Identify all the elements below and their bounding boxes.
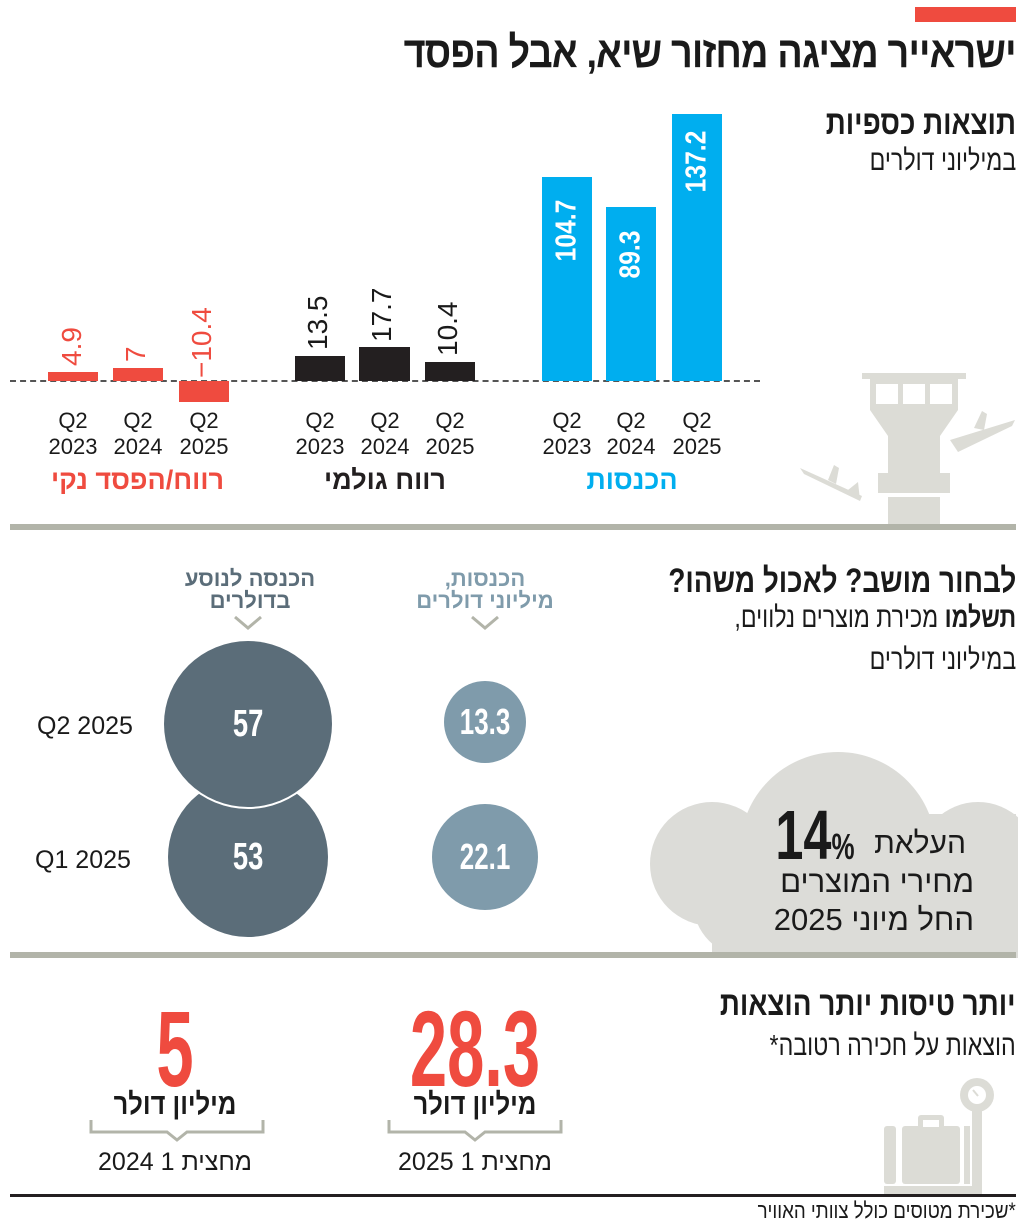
callout-percent: 14% <box>775 796 855 874</box>
x-tick: Q2 2023 <box>542 408 592 459</box>
row-label-q2-2025: Q2 2025 <box>37 712 133 740</box>
expense-value-2025: 28.3 <box>409 988 541 1109</box>
bar-revenue-q2-2025 <box>672 114 722 381</box>
callout-line3: החל מיוני 2025 <box>773 902 974 937</box>
expense-period-2024: מחצית 1 2024 <box>98 1148 252 1176</box>
ancillary-subtitle-line3: במיליוני דולרים <box>869 644 1016 676</box>
col-header-revenue: הכנסות, מיליוני דולרים <box>416 566 554 613</box>
value-label: 89.3 <box>614 230 647 279</box>
bar-net-q2-2024 <box>113 368 163 381</box>
page-title: ישראייר מציגה מחזור שיא, אבל הפסד <box>403 28 1017 77</box>
ancillary-title: לבחור מושב? לאכול משהו? <box>668 562 1016 600</box>
bubble-revenue-q2-2025: 13.3 <box>444 681 526 763</box>
x-tick: Q2 2025 <box>672 408 722 459</box>
x-tick: Q2 2023 <box>48 408 98 459</box>
value-label: 4.9 <box>56 327 87 366</box>
value-label: 137.2 <box>680 130 713 193</box>
financials-title: תוצאות כספיות <box>825 104 1016 142</box>
bar-net-q2-2025 <box>179 381 229 402</box>
control-tower-icon <box>800 373 1015 526</box>
section-divider <box>10 952 1016 958</box>
expenses-subtitle: הוצאות על חכירה רטובה* <box>769 1030 1016 1062</box>
value-label: 10.4 <box>432 301 463 357</box>
expenses-title: יותר טיסות יותר הוצאות <box>720 985 1016 1023</box>
group-label-gross-profit: רווח גולמי <box>324 465 446 495</box>
x-tick: Q2 2025 <box>179 408 229 459</box>
x-tick: Q2 2024 <box>360 408 410 459</box>
value-label: −10.4 <box>186 307 217 378</box>
footer-rule <box>10 1194 1016 1197</box>
chevron-down-icon <box>471 615 499 630</box>
bar-gross-q2-2025 <box>425 362 475 381</box>
callout-line1: העלאת <box>874 827 966 860</box>
bubble-per-passenger-q2-2025: 57 <box>164 641 332 807</box>
callout-headline: העלאת 14% <box>760 795 966 875</box>
cloud-shape <box>650 752 1018 958</box>
luggage-scale-icon <box>884 1078 994 1194</box>
section-divider <box>10 524 1016 530</box>
expense-unit-2024: מיליון דולר <box>113 1088 237 1121</box>
ancillary-subtitle: תשלמו מכירת מוצרים נלווים, <box>734 602 1016 634</box>
bar-gross-q2-2024 <box>359 347 410 381</box>
footnote: *שכירת מטוסים כולל צוותי האוויר <box>757 1198 1016 1223</box>
bubble-per-passenger-q1-2025: 53 <box>168 777 328 937</box>
bracket-icon <box>387 1120 563 1142</box>
x-tick: Q2 2025 <box>425 408 475 459</box>
bar-revenue-q2-2024 <box>606 207 656 381</box>
bar-net-q2-2023 <box>48 372 98 381</box>
x-tick: Q2 2024 <box>113 408 163 459</box>
bracket-icon <box>89 1120 265 1142</box>
value-label: 104.7 <box>550 199 583 262</box>
col-header-per-passenger: הכנסה לנוסע בדולרים <box>184 566 316 613</box>
expense-unit-2025: מיליון דולר <box>413 1088 537 1121</box>
expense-value-2024: 5 <box>156 988 194 1109</box>
financials-subtitle: במיליוני דולרים <box>869 145 1016 177</box>
x-tick: Q2 2023 <box>295 408 345 459</box>
group-label-revenue: הכנסות <box>586 465 678 495</box>
chevron-down-icon <box>234 615 262 630</box>
bar-revenue-q2-2023 <box>542 177 592 381</box>
bubble-revenue-q1-2025: 22.1 <box>432 804 538 910</box>
accent-bar <box>915 7 1016 22</box>
value-label: 17.7 <box>366 287 397 343</box>
callout-line2: מחירי המוצרים <box>780 864 974 899</box>
value-label: 13.5 <box>302 295 333 351</box>
value-label: 7 <box>120 346 151 362</box>
row-label-q1-2025: Q1 2025 <box>35 846 131 874</box>
chart-baseline <box>10 380 760 382</box>
x-tick: Q2 2024 <box>606 408 656 459</box>
group-label-net-profit: רווח/הפסד נקי <box>50 465 225 495</box>
expense-period-2025: מחצית 1 2025 <box>398 1148 552 1176</box>
bar-gross-q2-2023 <box>295 356 345 381</box>
